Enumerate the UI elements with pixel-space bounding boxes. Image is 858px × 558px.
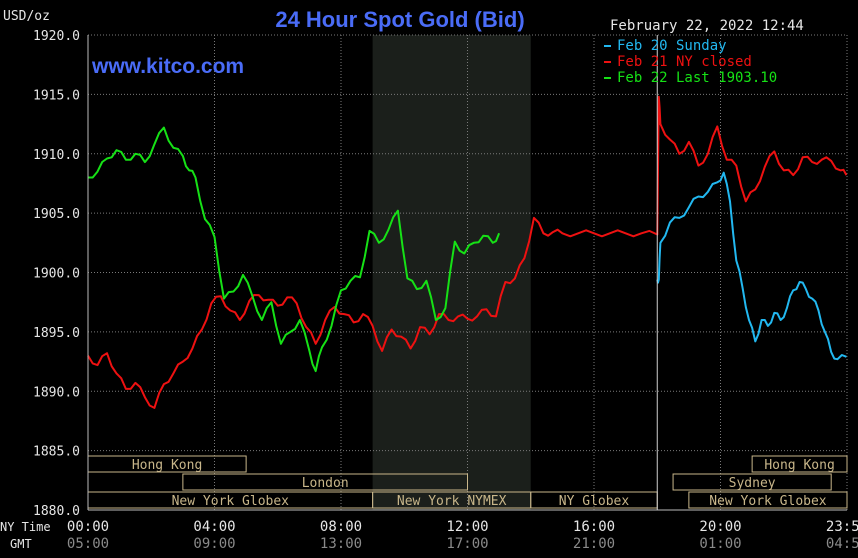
y-tick-label: 1915.0 [33,88,80,103]
x-tick-label-ny: 16:00 [573,519,615,535]
session-label: Hong Kong [764,458,834,473]
x-tick-label-gmt: 01:00 [699,536,741,552]
y-tick-label: 1895.0 [33,326,80,341]
session-box [688,491,848,509]
watermark: www.kitco.com [91,55,244,78]
chart-title: 24 Hour Spot Gold (Bid) [275,7,524,32]
session-label: NY Globex [559,494,630,509]
session-box [182,473,468,491]
series-line [88,126,501,373]
x-tick-label-gmt: 21:00 [573,536,615,552]
x-tick-label-ny: 00:00 [67,519,109,535]
legend-label: Feb 21 NY closed [617,54,752,70]
market-sessions: Hong Kong London New York Globex New York N… [87,455,848,509]
session-label: London [302,476,349,491]
legend-label: Feb 22 Last 1903.10 [617,70,777,86]
gmt-row-label: GMT [10,537,32,551]
y-unit-label: USD/oz [3,9,50,24]
y-tick-label: 1890.0 [33,385,80,400]
session-label: Sydney [729,476,776,491]
ny-time-row-label: NY Time [0,520,51,534]
price-series [87,95,848,409]
session-box [672,473,832,491]
x-tick-label-gmt: 05:00 [67,536,109,552]
date-time-stamp: February 22, 2022 12:44 [610,18,804,34]
session-label: Hong Kong [132,458,202,473]
x-tick-label-ny: 20:00 [699,519,741,535]
x-tick-label-gmt: 04:59 [826,536,858,552]
y-tick-label: 1900.0 [33,267,80,282]
series-line [656,171,847,361]
x-tick-label-gmt: 13:00 [320,536,362,552]
session-label: New York Globex [709,494,827,509]
x-tick-label-ny: 08:00 [320,519,362,535]
x-tick-label-gmt: 17:00 [446,536,488,552]
y-tick-label: 1910.0 [33,148,80,163]
x-tick-label-gmt: 09:00 [193,536,235,552]
session-box [751,455,848,473]
x-tick-label-ny: 04:00 [193,519,235,535]
session-label: New York Globex [172,494,290,509]
series-line [87,95,848,409]
legend-label: Feb 20 Sunday [617,38,727,54]
x-tick-label-ny: 12:00 [446,519,488,535]
y-tick-label: 1920.0 [33,29,80,44]
session-label: New York NYMEX [397,494,507,509]
y-tick-label: 1905.0 [33,207,80,222]
y-tick-label: 1880.0 [33,504,80,519]
axes: 1920.0 1915.0 1910.0 1905.0 1900.0 1895.0 1890… [33,29,858,552]
x-tick-label-ny: 23:59 [826,519,858,535]
y-tick-label: 1885.0 [33,445,80,460]
